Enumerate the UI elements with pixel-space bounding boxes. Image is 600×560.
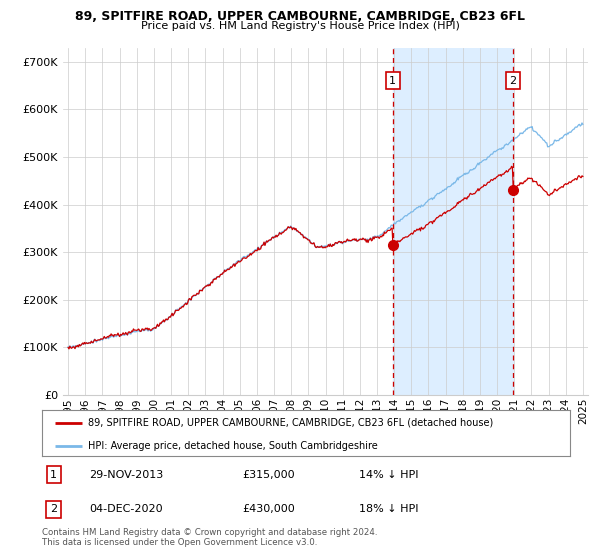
Text: 89, SPITFIRE ROAD, UPPER CAMBOURNE, CAMBRIDGE, CB23 6FL (detached house): 89, SPITFIRE ROAD, UPPER CAMBOURNE, CAMB… xyxy=(88,418,494,428)
Text: 14% ↓ HPI: 14% ↓ HPI xyxy=(359,470,418,480)
Text: Price paid vs. HM Land Registry's House Price Index (HPI): Price paid vs. HM Land Registry's House … xyxy=(140,21,460,31)
Bar xyxy=(393,48,513,395)
Text: £430,000: £430,000 xyxy=(242,505,295,515)
Text: 29-NOV-2013: 29-NOV-2013 xyxy=(89,470,164,480)
Text: 2: 2 xyxy=(509,76,517,86)
Text: 1: 1 xyxy=(389,76,396,86)
Text: 18% ↓ HPI: 18% ↓ HPI xyxy=(359,505,418,515)
Text: 89, SPITFIRE ROAD, UPPER CAMBOURNE, CAMBRIDGE, CB23 6FL: 89, SPITFIRE ROAD, UPPER CAMBOURNE, CAMB… xyxy=(75,10,525,22)
Text: HPI: Average price, detached house, South Cambridgeshire: HPI: Average price, detached house, Sout… xyxy=(88,441,378,451)
Text: 04-DEC-2020: 04-DEC-2020 xyxy=(89,505,163,515)
Text: 2: 2 xyxy=(50,505,57,515)
Text: £315,000: £315,000 xyxy=(242,470,295,480)
Text: Contains HM Land Registry data © Crown copyright and database right 2024.
This d: Contains HM Land Registry data © Crown c… xyxy=(42,528,377,547)
Text: 1: 1 xyxy=(50,470,57,480)
